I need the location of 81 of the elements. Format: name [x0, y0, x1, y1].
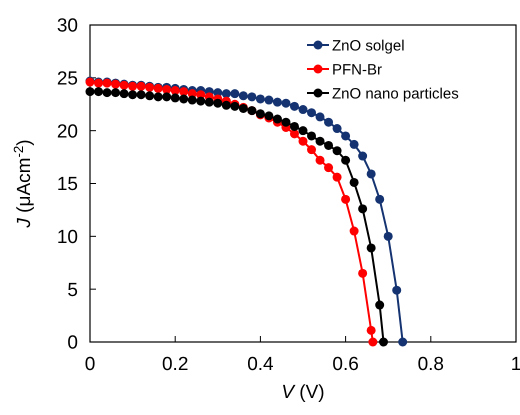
point [324, 118, 334, 127]
point [341, 131, 350, 140]
x-tick-label: 0.6 [332, 354, 359, 375]
point [136, 90, 146, 100]
point [332, 146, 342, 156]
point [298, 105, 308, 114]
point [366, 243, 376, 252]
point [213, 98, 222, 108]
x-tick-label: 0.4 [247, 354, 274, 375]
point [128, 90, 138, 100]
point [298, 126, 308, 136]
point [316, 112, 325, 122]
legend-label: ZnO solgel [332, 37, 405, 54]
point [307, 108, 316, 118]
point [341, 194, 350, 204]
y-tick-label: 20 [56, 121, 78, 142]
point [230, 89, 240, 98]
point [384, 232, 393, 241]
point [324, 140, 334, 150]
point [264, 96, 274, 105]
point [196, 96, 206, 106]
x-tick-label: 0.2 [162, 354, 188, 375]
point [358, 268, 368, 278]
point [238, 91, 248, 100]
point [332, 124, 342, 134]
point [111, 88, 120, 98]
point [332, 172, 342, 182]
x-axis-title: V (V) [281, 382, 325, 403]
point [366, 326, 376, 335]
point [162, 92, 172, 102]
point [290, 102, 299, 111]
point [307, 145, 316, 154]
point [341, 156, 350, 165]
point [247, 92, 256, 102]
legend-label: ZnO nano particles [332, 85, 459, 102]
point [188, 96, 197, 105]
point [350, 178, 359, 187]
point [170, 86, 180, 96]
y-tick-label: 25 [56, 68, 78, 90]
point [281, 118, 290, 127]
point [290, 129, 299, 138]
point [272, 98, 282, 107]
point [272, 114, 282, 124]
point [222, 100, 231, 110]
point [375, 194, 384, 204]
y-tick-label: 15 [56, 174, 78, 196]
point [358, 204, 368, 214]
x-tick-label: 1 [510, 354, 520, 375]
y-tick-label: 30 [56, 16, 78, 37]
legend-label: PFN-Br [332, 61, 382, 78]
point [368, 338, 378, 346]
point [179, 94, 188, 104]
point [316, 156, 325, 165]
point [324, 163, 334, 172]
y-tick-label: 5 [67, 280, 78, 301]
x-tick-label: 0 [84, 354, 96, 375]
point [120, 89, 129, 98]
point [392, 286, 402, 295]
point [256, 94, 265, 104]
point [350, 226, 359, 236]
y-tick-label: 10 [56, 226, 78, 248]
point [290, 122, 299, 131]
point [204, 98, 214, 107]
point [154, 92, 163, 102]
point [86, 87, 94, 96]
y-tick-label: 0 [67, 332, 78, 354]
point [102, 88, 112, 98]
point [358, 152, 368, 161]
point [379, 338, 388, 346]
point [316, 136, 325, 146]
point [307, 131, 316, 140]
point [145, 91, 154, 100]
point [170, 93, 180, 102]
point [298, 136, 308, 146]
point [350, 140, 359, 149]
point [281, 98, 290, 108]
point [366, 169, 376, 178]
point [94, 87, 104, 96]
point [375, 300, 384, 310]
x-tick-label: 0.8 [418, 354, 444, 375]
point [398, 338, 408, 346]
